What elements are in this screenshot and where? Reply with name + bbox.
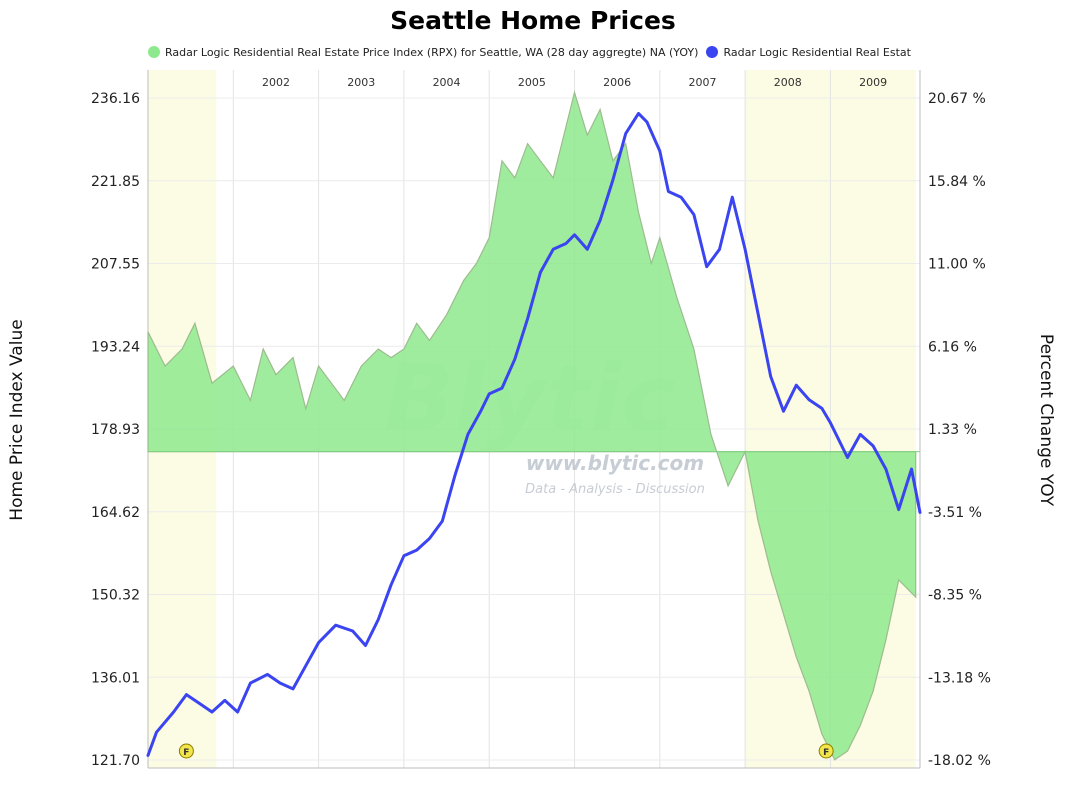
- legend-label-yoy: Radar Logic Residential Real Estate Pric…: [165, 45, 699, 59]
- y-tick-right: -18.02 %: [928, 753, 991, 769]
- event-marker: [818, 743, 834, 759]
- y-tick-right: -8.35 %: [928, 588, 982, 604]
- watermark-tagline: Data - Analysis - Discussion: [525, 482, 705, 497]
- series-area-yoy: [147, 90, 917, 761]
- y-tick-right: 15.84 %: [928, 174, 986, 190]
- y-tick-left: 178.93: [91, 422, 140, 438]
- year-label: 2007: [688, 76, 716, 89]
- event-marker-label: F: [183, 748, 189, 758]
- event-marker: [178, 743, 194, 759]
- watermark-url: www.blytic.com: [526, 451, 704, 475]
- year-label: 2006: [603, 76, 631, 89]
- legend-label-index: Radar Logic Residential Real Estat: [723, 45, 911, 59]
- y-tick-left: 164.62: [91, 505, 140, 521]
- y-tick-right: 20.67 %: [928, 91, 986, 107]
- year-label: 2002: [262, 76, 290, 89]
- y-tick-left: 221.85: [91, 174, 140, 190]
- y-tick-right: 1.33 %: [928, 422, 977, 438]
- series-line-index: [146, 111, 922, 757]
- y-tick-right: 6.16 %: [928, 339, 977, 355]
- year-label: 2008: [774, 76, 802, 89]
- y-tick-left: 207.55: [91, 257, 140, 273]
- legend-item-yoy[interactable]: Radar Logic Residential Real Estate Pric…: [148, 46, 698, 59]
- legend: Radar Logic Residential Real Estate Pric…: [148, 42, 920, 62]
- y-tick-left: 136.01: [91, 670, 140, 686]
- chart-title: Seattle Home Prices: [390, 6, 676, 35]
- year-label: 2004: [433, 76, 461, 89]
- legend-item-index[interactable]: Radar Logic Residential Real Estat: [706, 45, 911, 59]
- y-tick-left: 150.32: [91, 588, 140, 604]
- year-label: 2003: [347, 76, 375, 89]
- y-tick-left: 193.24: [91, 339, 140, 355]
- legend-swatch-index: [706, 46, 719, 58]
- y-tick-right: -3.51 %: [928, 505, 982, 521]
- y-tick-right: 11.00 %: [928, 257, 986, 273]
- year-label: 2005: [518, 76, 546, 89]
- y-tick-left: 121.70: [91, 753, 140, 769]
- legend-swatch-yoy: [148, 46, 160, 58]
- y-tick-right: -13.18 %: [928, 670, 991, 686]
- event-marker-label: F: [823, 748, 829, 758]
- year-label: 2009: [859, 76, 887, 89]
- y-tick-left: 236.16: [91, 91, 140, 107]
